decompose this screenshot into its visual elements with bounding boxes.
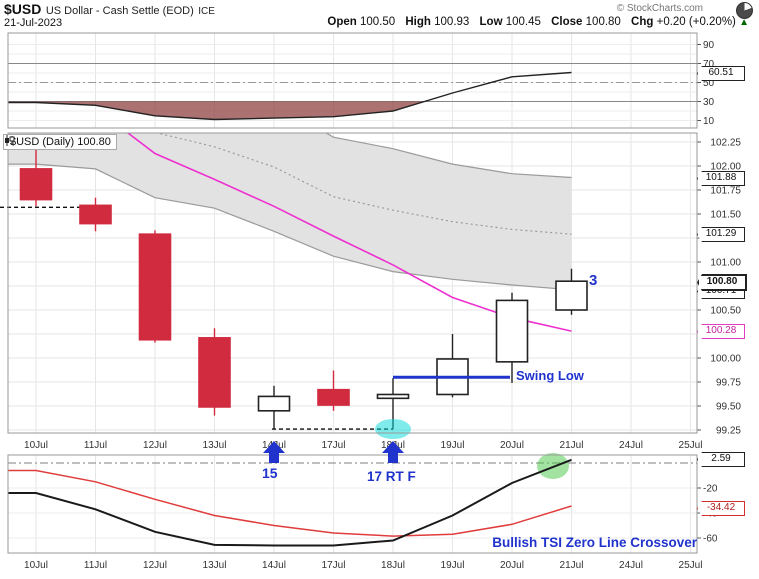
candle-13Jul bbox=[198, 337, 231, 408]
low-highlight-ellipse bbox=[375, 419, 411, 440]
bollinger-lower-line bbox=[8, 163, 572, 291]
y-axis-label: 30 bbox=[703, 97, 715, 108]
x-axis-label: 13Jul bbox=[203, 440, 227, 451]
swing-low-annotation: Swing Low bbox=[516, 368, 584, 383]
count-15-annotation: 15 bbox=[262, 465, 278, 481]
y-axis-label: 70 bbox=[703, 59, 715, 70]
tsi-signal-line bbox=[8, 469, 572, 537]
open-value: 100.50 bbox=[359, 16, 396, 28]
bollinger-middle-tag: 101.29 bbox=[697, 227, 745, 242]
x-axis-label: 18Jul bbox=[381, 560, 405, 571]
candle-14Jul bbox=[257, 395, 291, 412]
candle-17Jul bbox=[317, 388, 350, 406]
y-axis-label: 100.00 bbox=[710, 354, 741, 365]
quote-bar: Open 100.50 High 100.93 Low 100.45 Close… bbox=[320, 16, 749, 28]
candle-18Jul bbox=[376, 393, 410, 400]
candle-20Jul bbox=[495, 299, 529, 363]
x-axis-label: 11Jul bbox=[84, 560, 107, 571]
x-axis-label: 20Jul bbox=[500, 560, 524, 571]
x-axis-label: 10Jul bbox=[24, 440, 48, 451]
x-axis-label: 20Jul bbox=[500, 440, 524, 451]
y-axis-label: 101.00 bbox=[710, 258, 741, 269]
low-label: Low bbox=[479, 16, 503, 28]
x-axis-label: 11Jul bbox=[84, 440, 107, 451]
up-arrow-icon bbox=[263, 441, 285, 463]
pink-ma-line bbox=[126, 133, 572, 332]
rsi-line bbox=[8, 71, 572, 121]
tsi-value-tag: 2.59 bbox=[697, 452, 745, 467]
bullish-crossover-annotation: Bullish TSI Zero Line Crossover bbox=[492, 535, 697, 550]
bollinger-middle-line bbox=[154, 133, 572, 235]
x-axis-label: 12Jul bbox=[143, 560, 167, 571]
x-axis-label: 19Jul bbox=[441, 440, 465, 451]
retest-annotation: 17 RT F bbox=[367, 469, 416, 484]
x-axis-label: 25Jul bbox=[679, 560, 703, 571]
bollinger-band bbox=[8, 133, 572, 290]
up-triangle-icon: ▲ bbox=[739, 17, 749, 28]
stockcharts-badge-icon[interactable] bbox=[736, 2, 753, 19]
candle-21Jul bbox=[555, 280, 588, 311]
symbol-description: US Dollar - Cash Settle (EOD) bbox=[45, 5, 194, 17]
chart-label-text: $USD (Daily) 100.80 bbox=[10, 136, 111, 148]
x-axis-label: 21Jul bbox=[560, 440, 584, 451]
candle-10Jul bbox=[19, 168, 53, 201]
y-axis-label: 99.50 bbox=[716, 402, 741, 413]
high-value: 100.93 bbox=[434, 16, 470, 28]
symbol: $USD bbox=[4, 1, 42, 17]
bollinger-upper-tag: 101.88 bbox=[697, 171, 745, 186]
panel-border bbox=[7, 454, 698, 554]
candle-11Jul bbox=[79, 204, 112, 225]
y-axis-label: -20 bbox=[703, 484, 718, 495]
bar-count-annotation: 3 bbox=[589, 272, 598, 289]
low-value: 100.45 bbox=[505, 16, 541, 28]
x-axis-label: 10Jul bbox=[24, 560, 48, 571]
chg-value: +0.20 (+0.20%) bbox=[656, 16, 736, 28]
y-axis-label: 99.75 bbox=[716, 378, 741, 389]
x-axis-label: 14Jul bbox=[262, 560, 286, 571]
up-arrow-icon bbox=[382, 441, 404, 463]
panel-border bbox=[7, 32, 698, 129]
bollinger-upper-line bbox=[325, 133, 572, 179]
y-axis-label: 90 bbox=[703, 40, 715, 51]
x-axis-label: 24Jul bbox=[619, 440, 643, 451]
chart-date: 21-Jul-2023 bbox=[4, 17, 63, 29]
y-axis-label: 102.00 bbox=[710, 162, 741, 173]
rsi-value-tag: 60.51 bbox=[697, 66, 745, 81]
panel-border bbox=[7, 132, 698, 434]
chart-header: $USD US Dollar - Cash Settle (EOD) ICE bbox=[4, 1, 215, 19]
chart-label-box: $USD (Daily) 100.80 bbox=[3, 134, 117, 150]
y-axis-label: 101.50 bbox=[710, 210, 741, 221]
chg-label: Chg bbox=[631, 16, 654, 28]
y-axis-label: 99.25 bbox=[716, 426, 741, 437]
last-price-tag: 100.80 bbox=[697, 274, 747, 291]
x-axis-label: 19Jul bbox=[441, 560, 465, 571]
rsi-fill bbox=[8, 101, 572, 120]
y-axis-label: 10 bbox=[703, 116, 715, 127]
copyright: © StockCharts.com bbox=[616, 3, 703, 14]
x-axis-label: 21Jul bbox=[560, 560, 584, 571]
y-axis-label: 100.50 bbox=[710, 306, 741, 317]
x-axis-label: 25Jul bbox=[679, 440, 703, 451]
x-axis-label: 24Jul bbox=[619, 560, 643, 571]
x-axis-label: 17Jul bbox=[322, 440, 346, 451]
close-value: 100.80 bbox=[585, 16, 621, 28]
tsi-signal-tag: -34.42 bbox=[697, 501, 745, 516]
y-axis-label: 50 bbox=[703, 78, 715, 89]
close-label: Close bbox=[551, 16, 583, 28]
y-axis-label: 102.25 bbox=[710, 138, 741, 149]
x-axis-label: 12Jul bbox=[143, 440, 167, 451]
x-axis-label: 13Jul bbox=[203, 560, 227, 571]
tsi-line bbox=[8, 458, 572, 547]
y-axis-label: 101.75 bbox=[710, 186, 741, 197]
open-label: Open bbox=[327, 16, 357, 28]
candle-12Jul bbox=[138, 233, 172, 341]
x-axis-label: 17Jul bbox=[322, 560, 346, 571]
high-label: High bbox=[405, 16, 431, 28]
moving-average-tag: 100.28 bbox=[697, 324, 745, 339]
y-axis-label: -60 bbox=[703, 534, 718, 545]
exchange: ICE bbox=[198, 6, 215, 17]
